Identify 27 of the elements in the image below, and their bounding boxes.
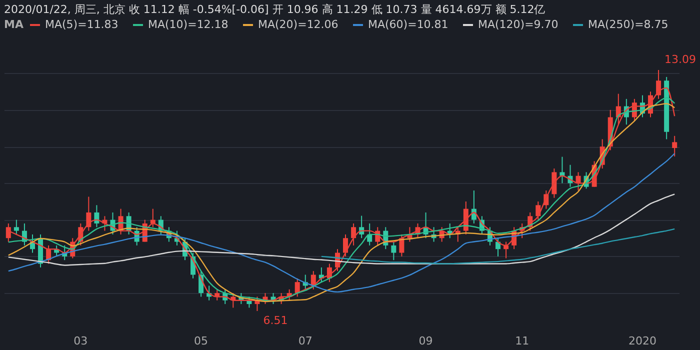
x-tick-label: 07 — [298, 334, 312, 348]
candlestick — [14, 219, 19, 235]
legend-label: MA(120)=9.70 — [478, 18, 558, 31]
legend-label: MA(5)=11.83 — [45, 18, 118, 31]
legend-title: MA — [4, 18, 24, 31]
legend-label: MA(250)=8.75 — [588, 18, 668, 31]
candlestick — [318, 266, 324, 283]
text: 6.51 — [263, 314, 288, 327]
candlestick — [391, 241, 396, 261]
chart-title: 2020/01/22, 周三, 北京 收 11.12 幅 -0.54%[-0.06] 开 10.96 高 11.29 低 10.73 量 4614.69万 额 5.12亿 — [4, 3, 546, 16]
legend-label: MA(60)=10.81 — [368, 18, 448, 31]
candlestick — [343, 234, 348, 257]
text: 13.09 — [664, 53, 696, 66]
x-tick-label: 11 — [515, 334, 530, 348]
candlestick — [672, 135, 678, 157]
candlestick — [367, 222, 372, 246]
candlestick — [560, 156, 565, 184]
candlestick — [552, 168, 557, 198]
candlestick — [351, 222, 356, 246]
x-tick-label: 2020 — [628, 334, 656, 348]
x-tick-label: 05 — [194, 334, 208, 348]
candlestick — [294, 278, 300, 298]
legend-label: MA(20)=12.06 — [258, 18, 338, 31]
legend-label: MA(10)=12.18 — [148, 18, 228, 31]
candlestick — [399, 234, 404, 257]
x-tick-label: 09 — [418, 334, 433, 348]
x-tick-label: 03 — [74, 334, 88, 348]
